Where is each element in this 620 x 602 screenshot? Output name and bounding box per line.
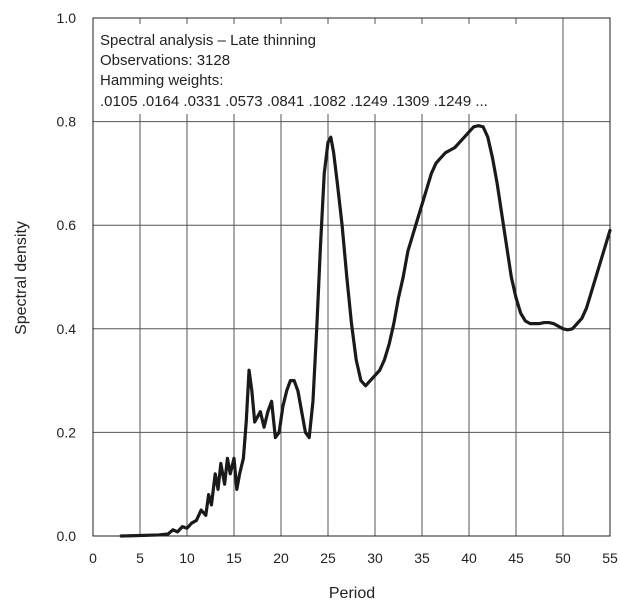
x-tick-label: 20 bbox=[273, 550, 289, 566]
y-tick-label: 0.2 bbox=[57, 424, 77, 440]
y-tick-label: 0.4 bbox=[57, 321, 77, 337]
x-tick-label: 50 bbox=[555, 550, 571, 566]
x-tick-label: 30 bbox=[367, 550, 383, 566]
y-tick-label: 1.0 bbox=[57, 10, 77, 26]
annotation-background bbox=[96, 24, 536, 114]
annotation-line-title: Spectral analysis – Late thinning bbox=[100, 32, 316, 49]
y-tick-label: 0.6 bbox=[57, 217, 77, 233]
x-tick-label: 10 bbox=[179, 550, 195, 566]
x-axis-title: Period bbox=[329, 585, 375, 602]
x-tick-label: 45 bbox=[508, 550, 524, 566]
y-axis-title: Spectral density bbox=[13, 221, 30, 335]
annotation-box: Spectral analysis – Late thinning Observ… bbox=[96, 24, 536, 114]
x-tick-label: 55 bbox=[602, 550, 618, 566]
x-tick-label: 25 bbox=[320, 550, 336, 566]
x-tick-labels: 0 5 10 15 20 25 30 35 40 45 50 55 bbox=[89, 550, 618, 566]
annotation-line-weights-label: Hamming weights: bbox=[100, 72, 223, 89]
y-tick-labels: 0.0 0.2 0.4 0.6 0.8 1.0 bbox=[57, 10, 77, 544]
x-tick-label: 5 bbox=[136, 550, 144, 566]
plot-frame bbox=[92, 17, 611, 537]
y-tick-label: 0.8 bbox=[57, 114, 77, 130]
series-line bbox=[119, 124, 612, 538]
x-tick-label: 35 bbox=[414, 550, 430, 566]
y-gridlines bbox=[93, 121, 610, 433]
y-tick-label: 0.0 bbox=[57, 528, 77, 544]
x-tick-label: 0 bbox=[89, 550, 97, 566]
annotation-line-weights: .0105 .0164 .0331 .0573 .0841 .1082 .124… bbox=[100, 93, 488, 110]
annotation-line-observations: Observations: 3128 bbox=[100, 52, 230, 69]
x-tick-label: 40 bbox=[461, 550, 477, 566]
x-tick-label: 15 bbox=[226, 550, 242, 566]
